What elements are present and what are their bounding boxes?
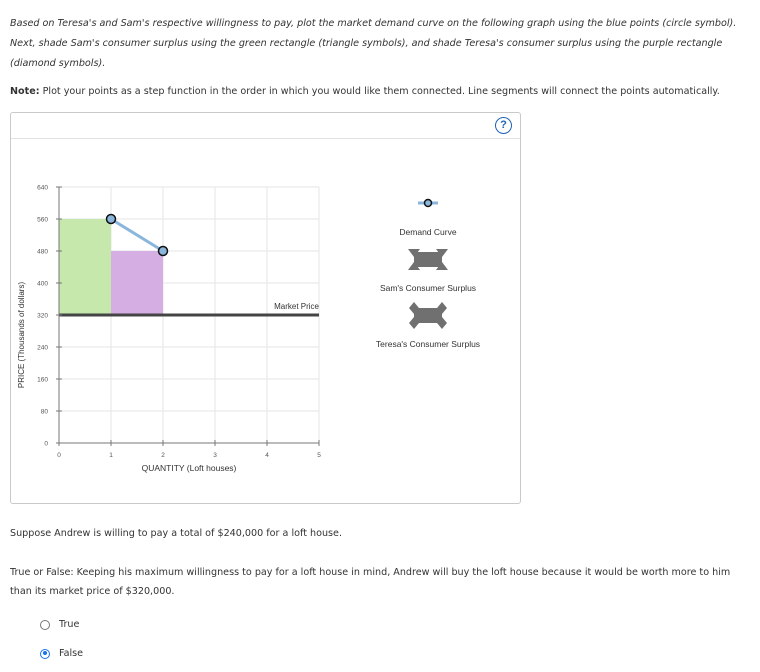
legend-demand-curve[interactable]: Demand Curve (399, 198, 457, 238)
x-tick-label: 2 (161, 452, 165, 459)
triangle-icon (436, 249, 448, 257)
graph-toolbar: ? (11, 113, 520, 139)
x-tick-label: 1 (109, 452, 113, 459)
y-tick-label: 80 (41, 409, 49, 416)
radio-false[interactable] (40, 648, 50, 659)
y-tick-label: 480 (37, 249, 48, 256)
radio-true[interactable] (40, 619, 50, 630)
x-tick-label: 4 (265, 452, 269, 459)
tick-labels: 0 80 160 240 320 400 480 560 640 0 1 2 3 4 5 QUANTITY (… (17, 185, 321, 474)
triangle-icon (408, 262, 420, 270)
legend-teresas-label: Teresa's Consumer Surplus (376, 339, 480, 349)
option-true[interactable]: True (40, 619, 79, 630)
sams-surplus-rect (59, 219, 111, 315)
legend-sams-label: Sam's Consumer Surplus (380, 283, 476, 293)
note-body: Plot your points as a step function in t… (39, 86, 720, 97)
legend-teresas-surplus[interactable]: Teresa's Consumer Surplus (376, 302, 480, 349)
legend-sams-surplus[interactable]: Sam's Consumer Surplus (380, 249, 476, 293)
true-false-prompt: True or False: Keeping his maximum willi… (10, 567, 731, 597)
scenario-text: Suppose Andrew is willing to pay a total… (10, 528, 342, 539)
y-tick-label: 160 (37, 377, 48, 384)
triangle-icon (408, 249, 420, 257)
x-axis-label: QUANTITY (Loft houses) (142, 463, 237, 473)
option-false-label: False (59, 648, 84, 659)
diamond-icon (409, 317, 419, 329)
legend-teresas-rect (414, 308, 442, 323)
y-tick-label: 560 (37, 217, 48, 224)
demand-graph[interactable]: Market Price 0 80 160 240 320 400 480 560 640 0 1 2… (11, 113, 520, 503)
x-tick-label: 5 (317, 452, 321, 459)
x-tick-label: 0 (57, 452, 61, 459)
demand-curve-line (110, 217, 164, 253)
y-tick-label: 240 (37, 345, 48, 352)
graph-panel: ? Market Price 0 80 160 240 320 400 480 560 640 0… (10, 112, 521, 504)
x-tick-label: 3 (213, 452, 217, 459)
y-tick-label: 640 (37, 185, 48, 192)
diamond-icon (437, 302, 447, 314)
legend-sams-rect (414, 252, 442, 267)
y-tick-label: 400 (37, 281, 48, 288)
teresas-surplus-rect (111, 251, 163, 315)
note-label: Note: (10, 86, 40, 97)
option-true-label: True (59, 619, 80, 630)
note-text: Note: Plot your points as a step functio… (10, 83, 750, 101)
demand-point (157, 245, 169, 257)
help-button[interactable]: ? (495, 117, 512, 134)
market-price-label: Market Price (274, 302, 319, 311)
diamond-icon (409, 302, 419, 314)
y-axis-label: PRICE (Thousands of dollars) (17, 282, 26, 389)
legend-demand-label: Demand Curve (399, 227, 456, 237)
diamond-icon (437, 317, 447, 329)
legend: Demand Curve Sam's Consumer Surplus Teresa… (376, 198, 480, 349)
legend-demand-point (423, 198, 433, 208)
y-tick-label: 0 (44, 441, 48, 448)
demand-point (105, 213, 117, 225)
triangle-icon (436, 262, 448, 270)
option-false[interactable]: False (40, 648, 83, 659)
instructions-text: Based on Teresa's and Sam's respective w… (10, 18, 737, 69)
y-tick-label: 320 (37, 313, 48, 320)
plot-shapes: Market Price (59, 213, 320, 317)
